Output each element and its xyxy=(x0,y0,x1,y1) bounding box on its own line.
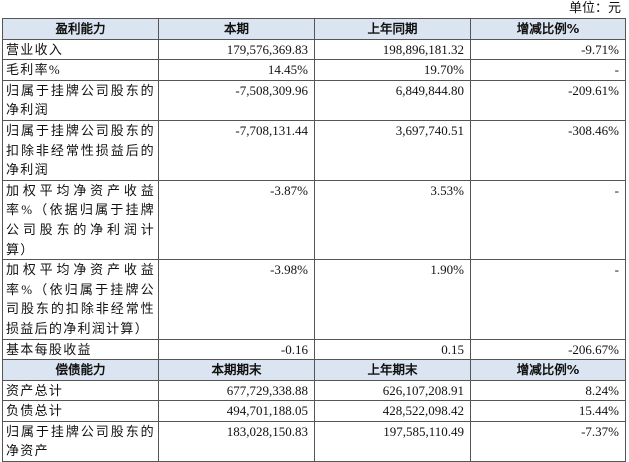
value-cell: -7.37% xyxy=(470,420,626,462)
header-row: 盈利能力 本期 上年同期 增减比例% xyxy=(2,18,626,40)
value-cell: 677,729,338.88 xyxy=(158,379,315,402)
table-row: 毛利率% 14.45% 19.70% - xyxy=(2,59,626,81)
value-cell: - xyxy=(470,179,626,261)
table-row: 归属于挂牌公司股东的扣除非经常性损益后的净利润 -7,708,131.44 3,69… xyxy=(2,119,626,181)
table-row: 营业收入 179,576,369.83 198,896,181.32 -9.71% xyxy=(2,38,626,61)
value-cell: -9.71% xyxy=(470,38,626,61)
unit-label: 单位：元 xyxy=(568,0,621,15)
row-label: 基本每股收益 xyxy=(2,338,159,361)
row-label: 加权平均净资产收益率%（依归属于挂牌公司股东的扣除非经常性损益后的净利润计算） xyxy=(2,259,159,340)
row-label: 营业收入 xyxy=(2,38,159,61)
value-cell: 6,849,844.80 xyxy=(314,79,471,121)
row-label: 负债总计 xyxy=(2,400,159,422)
value-cell: - xyxy=(470,59,626,81)
value-cell: 3,697,740.51 xyxy=(314,119,471,181)
value-cell: -209.61% xyxy=(470,79,626,121)
header-cell: 盈利能力 xyxy=(2,18,159,40)
table-row: 归属于挂牌公司股东的净资产 183,028,150.83 197,585,110.4… xyxy=(2,420,626,462)
header-cell: 增减比例% xyxy=(470,18,626,40)
table-row: 资产总计 677,729,338.88 626,107,208.91 8.24% xyxy=(2,379,626,402)
value-cell: -3.98% xyxy=(158,259,315,340)
row-label: 加权平均净资产收益率%（依据归属于挂牌公司股东的净利润计算） xyxy=(2,179,159,261)
table-row: 加权平均净资产收益率%（依归属于挂牌公司股东的扣除非经常性损益后的净利润计算） -… xyxy=(2,259,626,340)
value-cell: -0.16 xyxy=(158,338,315,361)
value-cell: 197,585,110.49 xyxy=(314,420,471,462)
value-cell: 0.15 xyxy=(314,338,471,361)
header-cell: 本期期末 xyxy=(158,359,315,381)
value-cell: -206.67% xyxy=(470,338,626,361)
value-cell: - xyxy=(470,259,626,340)
row-label: 资产总计 xyxy=(2,379,159,402)
row-label: 归属于挂牌公司股东的净资产 xyxy=(2,420,159,462)
value-cell: 183,028,150.83 xyxy=(158,420,315,462)
value-cell: -308.46% xyxy=(470,119,626,181)
value-cell: 494,701,188.05 xyxy=(158,400,315,422)
value-cell: 19.70% xyxy=(314,59,471,81)
value-cell: 1.90% xyxy=(314,259,471,340)
value-cell: -7,708,131.44 xyxy=(158,119,315,181)
value-cell: -3.87% xyxy=(158,179,315,261)
row-label: 归属于挂牌公司股东的净利润 xyxy=(2,79,159,121)
value-cell: 8.24% xyxy=(470,379,626,402)
header-cell: 上年同期 xyxy=(314,18,471,40)
table-row: 加权平均净资产收益率%（依据归属于挂牌公司股东的净利润计算） -3.87% 3.53… xyxy=(2,179,626,261)
header-cell: 上年期末 xyxy=(314,359,471,381)
row-label: 毛利率% xyxy=(2,59,159,81)
table-row: 基本每股收益 -0.16 0.15 -206.67% xyxy=(2,338,626,361)
header-cell: 增减比例% xyxy=(470,359,626,381)
value-cell: 179,576,369.83 xyxy=(158,38,315,61)
header-cell: 本期 xyxy=(158,18,315,40)
table-row: 归属于挂牌公司股东的净利润 -7,508,309.96 6,849,844.80 -2… xyxy=(2,79,626,121)
value-cell: 14.45% xyxy=(158,59,315,81)
value-cell: 15.44% xyxy=(470,400,626,422)
header-cell: 偿债能力 xyxy=(2,359,159,381)
value-cell: -7,508,309.96 xyxy=(158,79,315,121)
row-label: 归属于挂牌公司股东的扣除非经常性损益后的净利润 xyxy=(2,119,159,181)
value-cell: 626,107,208.91 xyxy=(314,379,471,402)
table-row: 负债总计 494,701,188.05 428,522,098.42 15.44% xyxy=(2,400,626,422)
financial-table: 盈利能力 本期 上年同期 增减比例% 营业收入 179,576,369.83 198,896… xyxy=(2,18,626,462)
value-cell: 198,896,181.32 xyxy=(314,38,471,61)
value-cell: 3.53% xyxy=(314,179,471,261)
value-cell: 428,522,098.42 xyxy=(314,400,471,422)
header-row: 偿债能力 本期期末 上年期末 增减比例% xyxy=(2,359,626,381)
